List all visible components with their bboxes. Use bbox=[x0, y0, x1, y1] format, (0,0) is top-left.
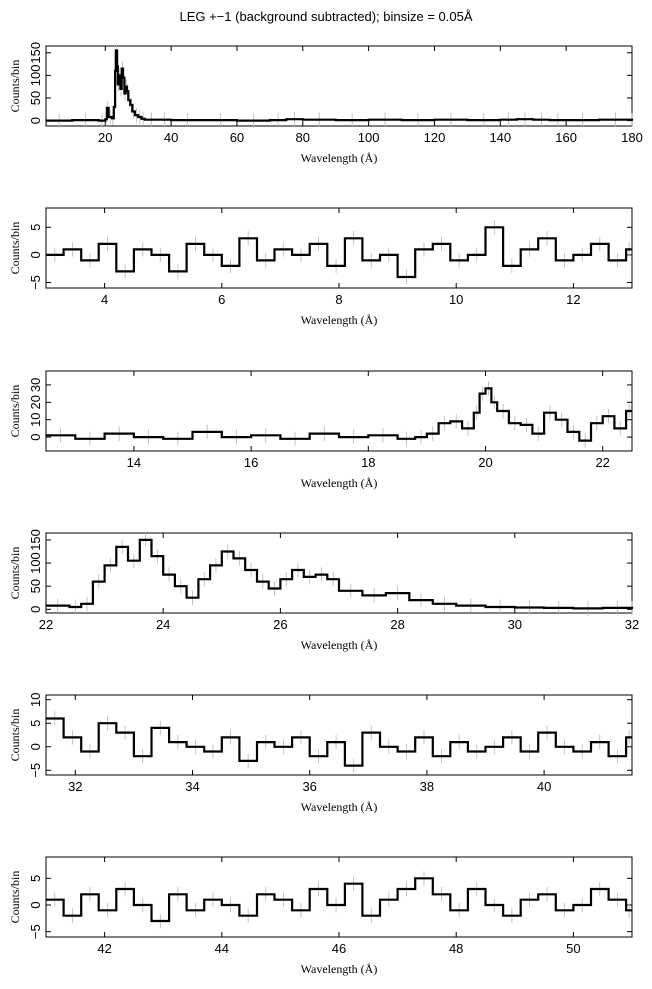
x-tick-label: 80 bbox=[296, 130, 310, 145]
panel-2: 4 6 8 10 12 −5 0 5 Wavelength (Å) Counts/bin bbox=[8, 207, 633, 327]
y-axis-label: Counts/bin bbox=[8, 709, 22, 762]
spectrum-line bbox=[46, 387, 632, 442]
x-tick-label: 22 bbox=[595, 455, 609, 470]
x-tick-label: 4 bbox=[101, 292, 108, 307]
y-tick-label: 10 bbox=[28, 412, 43, 426]
x-tick-label: 10 bbox=[449, 292, 463, 307]
y-tick-label: 20 bbox=[28, 395, 43, 409]
x-tick-label: 32 bbox=[625, 617, 639, 632]
x-tick-label: 16 bbox=[244, 455, 258, 470]
y-tick-label: 100 bbox=[28, 552, 43, 574]
panel-3: 14 16 18 20 22 0 10 20 30 Wavelength (Å) Counts/bi… bbox=[8, 370, 633, 490]
y-tick-label: −5 bbox=[28, 275, 43, 290]
plot-frame bbox=[45, 207, 633, 289]
x-tick-label: 160 bbox=[555, 130, 577, 145]
x-tick-label: 48 bbox=[449, 941, 463, 956]
x-axis-label: Wavelength (Å) bbox=[301, 151, 378, 165]
spectrum-line bbox=[46, 717, 632, 767]
x-axis-label: Wavelength (Å) bbox=[301, 638, 378, 652]
y-tick-label: 150 bbox=[28, 529, 43, 551]
x-tick-label: 20 bbox=[478, 455, 492, 470]
x-tick-label: 12 bbox=[566, 292, 580, 307]
x-tick-label: 18 bbox=[361, 455, 375, 470]
y-axis-label: Counts/bin bbox=[8, 871, 22, 924]
panel-5: 32 34 36 38 40 −5 0 5 10 Wavelength (Å) Counts/bin bbox=[8, 692, 633, 814]
y-tick-label: 5 bbox=[28, 875, 43, 882]
x-tick-label: 34 bbox=[185, 779, 199, 794]
y-tick-label: 0 bbox=[28, 606, 43, 613]
x-tick-label: 140 bbox=[489, 130, 511, 145]
figure-title: LEG +−1 (background subtracted); binsize… bbox=[179, 9, 473, 24]
y-tick-label: −5 bbox=[28, 763, 43, 778]
y-tick-label: 5 bbox=[28, 720, 43, 727]
plot-frame bbox=[45, 45, 633, 127]
y-tick-label: 0 bbox=[28, 117, 43, 124]
x-tick-label: 36 bbox=[302, 779, 316, 794]
y-tick-label: 100 bbox=[28, 65, 43, 87]
x-tick-label: 8 bbox=[335, 292, 342, 307]
x-tick-label: 22 bbox=[39, 617, 53, 632]
spectrum-line bbox=[46, 49, 634, 122]
y-tick-label: 10 bbox=[28, 692, 43, 706]
plot-frame bbox=[45, 694, 633, 776]
y-tick-label: −5 bbox=[28, 924, 43, 939]
x-axis-label: Wavelength (Å) bbox=[301, 800, 378, 814]
x-tick-label: 20 bbox=[98, 130, 112, 145]
x-tick-label: 40 bbox=[537, 779, 551, 794]
spectrum-line bbox=[46, 877, 632, 923]
plot-frame bbox=[45, 370, 633, 452]
x-tick-label: 60 bbox=[230, 130, 244, 145]
x-tick-label: 38 bbox=[420, 779, 434, 794]
x-tick-label: 30 bbox=[508, 617, 522, 632]
x-tick-label: 120 bbox=[424, 130, 446, 145]
y-axis-label: Counts/bin bbox=[8, 385, 22, 438]
x-tick-label: 6 bbox=[218, 292, 225, 307]
x-tick-label: 44 bbox=[215, 941, 229, 956]
spectrum-line bbox=[46, 226, 632, 279]
y-axis-label: Counts/bin bbox=[8, 547, 22, 600]
x-tick-label: 50 bbox=[566, 941, 580, 956]
y-tick-label: 150 bbox=[28, 42, 43, 64]
x-tick-label: 14 bbox=[127, 455, 141, 470]
y-tick-label: 50 bbox=[28, 91, 43, 105]
spectrum-line bbox=[46, 538, 634, 610]
y-tick-label: 0 bbox=[28, 251, 43, 258]
x-axis-label: Wavelength (Å) bbox=[301, 476, 378, 490]
panel-1: 20 40 60 80 100 120 140 160 180050100150Waveleng… bbox=[8, 42, 643, 165]
x-axis-label: Wavelength (Å) bbox=[301, 313, 378, 327]
y-axis-label: Counts/bin bbox=[8, 60, 22, 113]
y-tick-label: 30 bbox=[28, 378, 43, 392]
x-tick-label: 26 bbox=[273, 617, 287, 632]
plot-frame bbox=[45, 532, 633, 614]
x-axis-label: Wavelength (Å) bbox=[301, 962, 378, 976]
y-tick-label: 0 bbox=[28, 743, 43, 750]
panel-6: 42 44 46 48 50 −5 0 5 Wavelength (Å) Counts/bin bbox=[8, 856, 633, 976]
x-tick-label: 100 bbox=[358, 130, 380, 145]
x-tick-label: 180 bbox=[621, 130, 643, 145]
x-tick-label: 24 bbox=[156, 617, 170, 632]
y-tick-label: 0 bbox=[28, 901, 43, 908]
x-tick-label: 32 bbox=[68, 779, 82, 794]
y-axis-label: Counts/bin bbox=[8, 222, 22, 275]
y-tick-label: 5 bbox=[28, 224, 43, 231]
y-tick-label: 0 bbox=[28, 433, 43, 440]
x-tick-label: 42 bbox=[97, 941, 111, 956]
x-tick-label: 28 bbox=[390, 617, 404, 632]
y-tick-label: 50 bbox=[28, 579, 43, 593]
x-tick-label: 40 bbox=[164, 130, 178, 145]
x-tick-label: 46 bbox=[332, 941, 346, 956]
